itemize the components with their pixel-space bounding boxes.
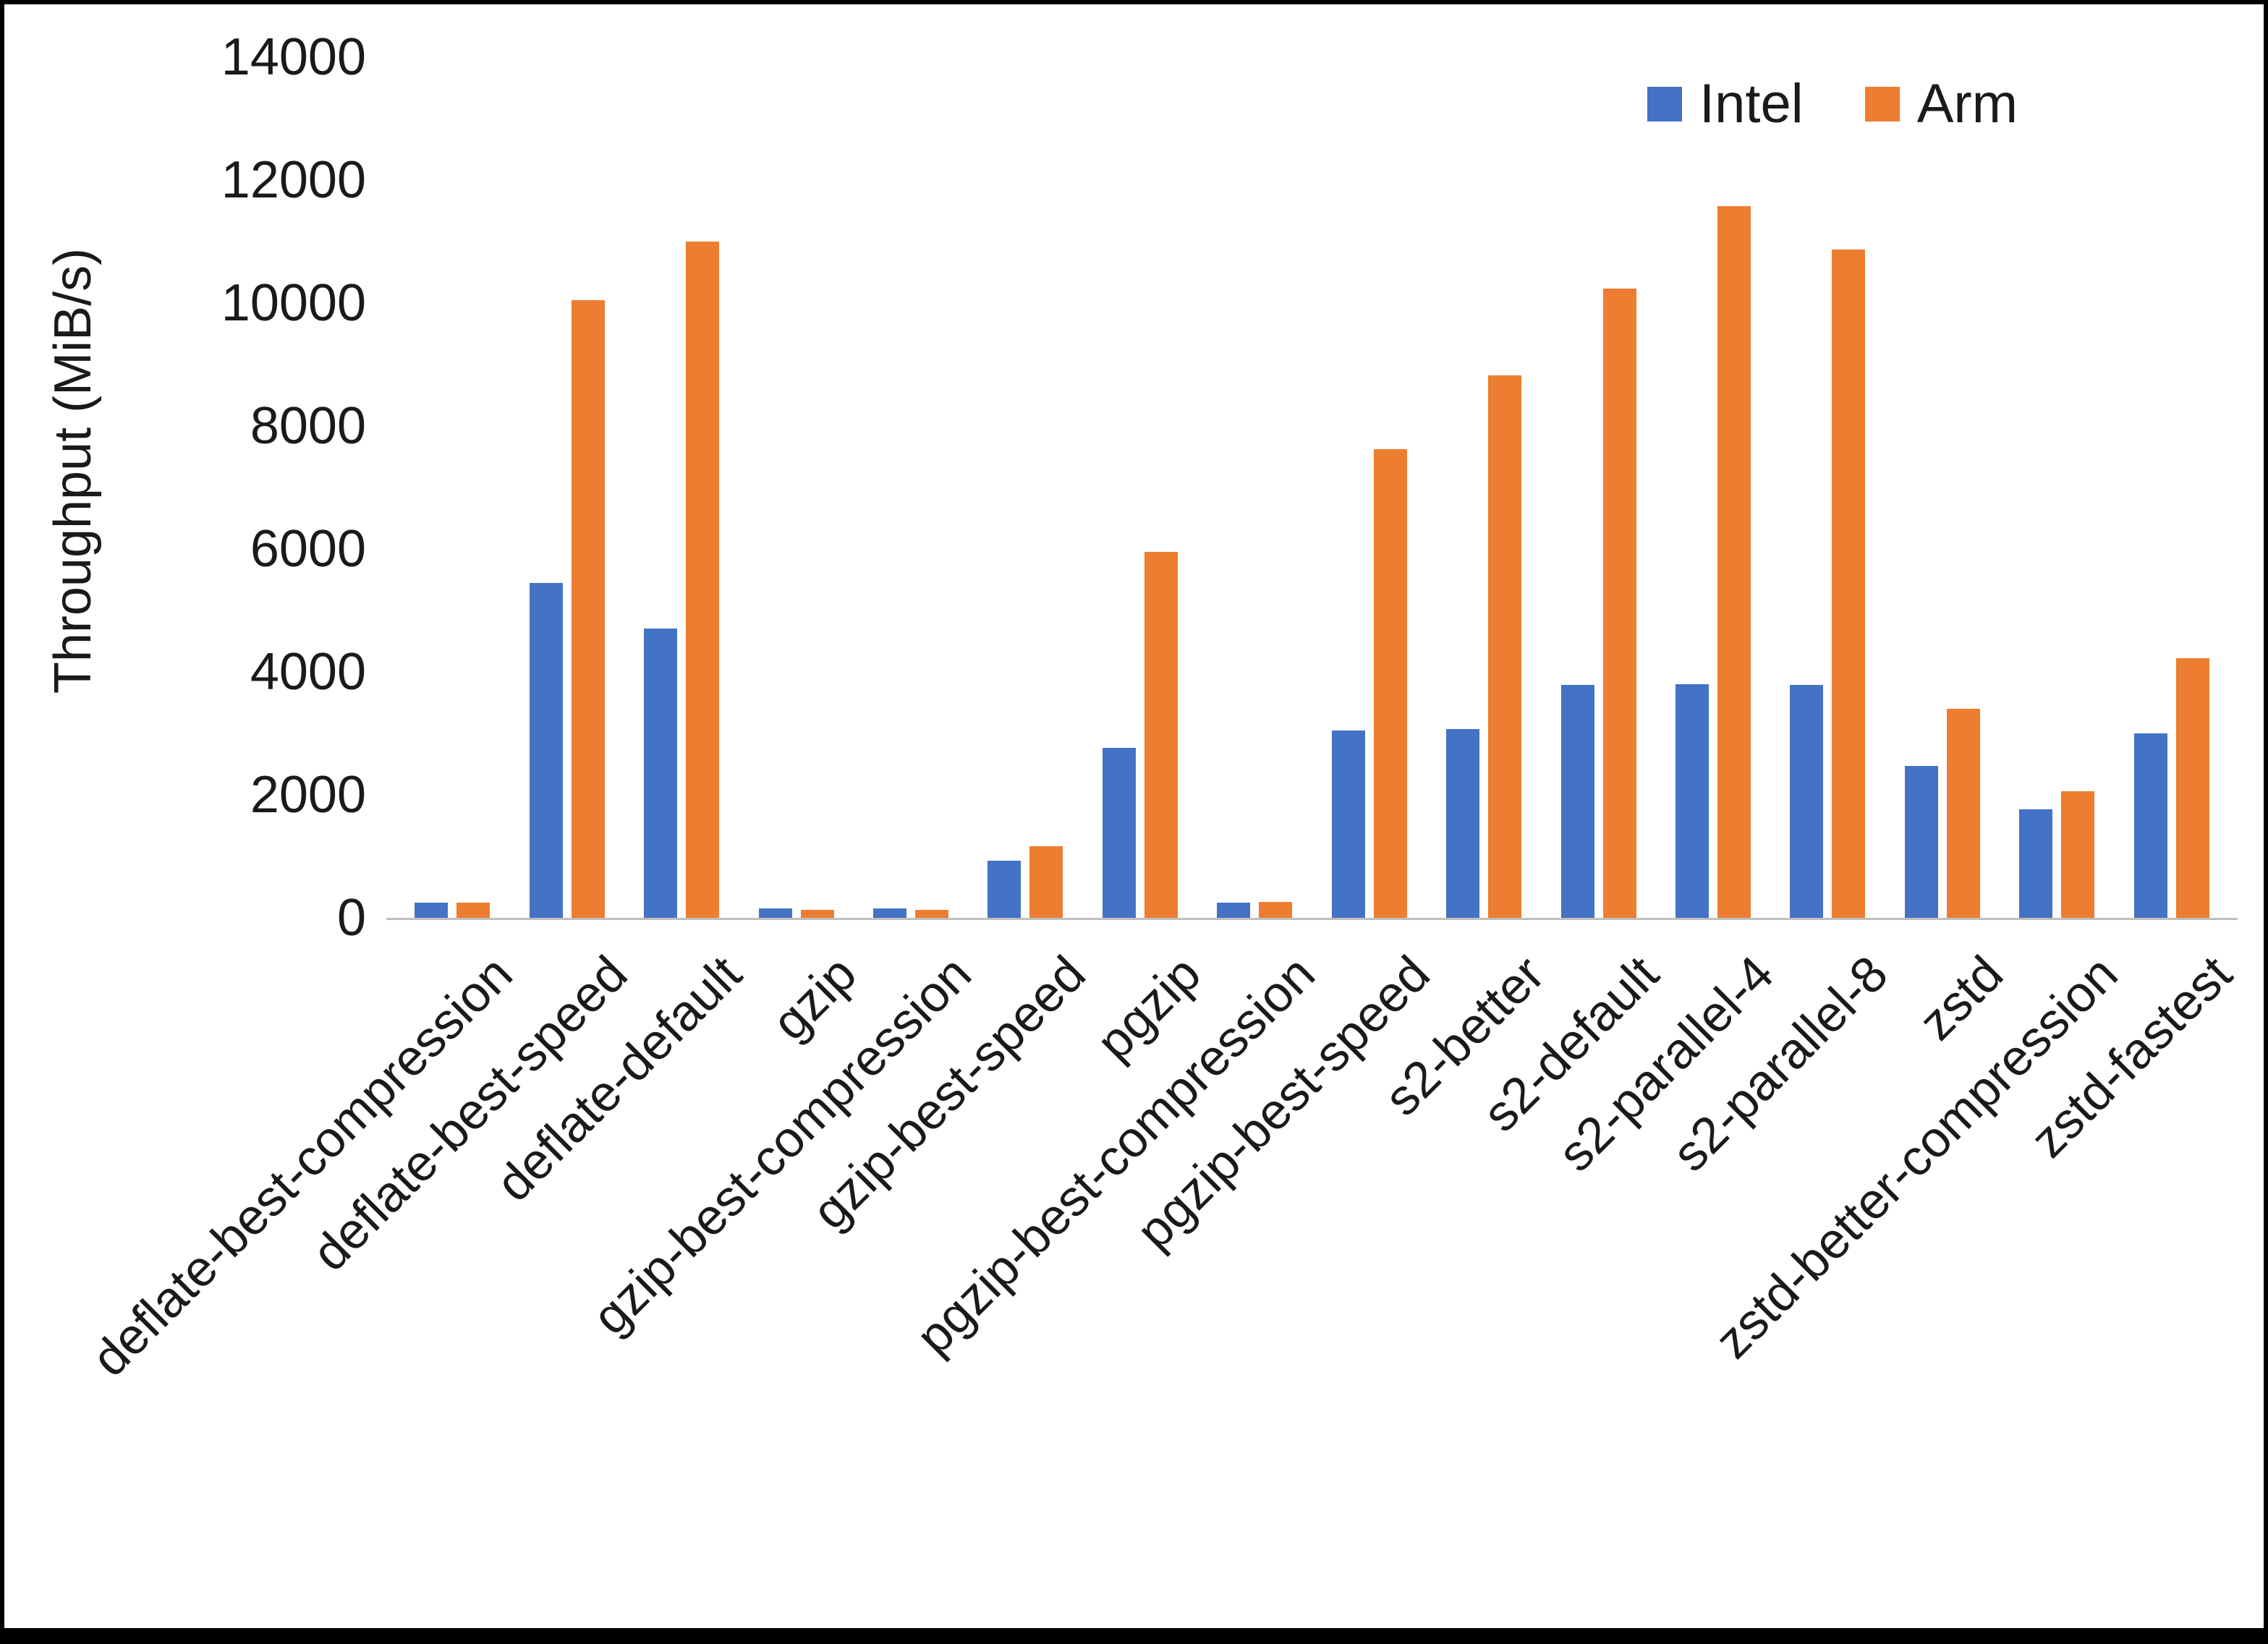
bar-intel <box>1790 685 1824 918</box>
x-axis-line <box>386 918 2238 920</box>
legend-swatch-intel <box>1647 87 1683 122</box>
bar-intel <box>1217 903 1251 918</box>
bar-intel <box>1560 685 1594 918</box>
bar-intel <box>415 903 449 918</box>
bar-intel <box>1675 684 1710 918</box>
bar-arm <box>571 300 605 918</box>
bar-arm <box>686 242 720 918</box>
bar-intel <box>758 908 792 918</box>
bar-intel <box>1904 766 1938 918</box>
bar-arm <box>456 903 490 918</box>
bar-arm <box>914 910 948 918</box>
bar-arm <box>2175 658 2209 918</box>
bar-arm <box>1259 902 1293 918</box>
bar-intel <box>872 908 906 918</box>
bar-intel <box>1331 731 1365 918</box>
legend-entry-intel: Intel <box>1647 75 1804 133</box>
legend-label-arm: Arm <box>1916 73 2018 135</box>
y-tick-label: 4000 <box>250 643 366 701</box>
bar-arm <box>1832 250 1866 918</box>
y-tick-label: 14000 <box>221 28 366 86</box>
bar-arm <box>1946 709 1980 918</box>
bar-arm <box>1488 375 1522 918</box>
y-tick-label: 10000 <box>221 274 366 332</box>
legend: Intel Arm <box>1647 75 2018 133</box>
bar-intel <box>1446 729 1480 918</box>
bar-chart: Throughput (MiB/s) 0 2000 4000 6000 8000 1000… <box>4 4 2264 1628</box>
y-tick-label: 8000 <box>250 397 366 455</box>
y-tick-label: 6000 <box>250 520 366 578</box>
bar-arm <box>1373 449 1407 918</box>
bar-arm <box>1029 846 1063 918</box>
bar-intel <box>644 629 678 918</box>
bar-intel <box>529 583 563 918</box>
bar-arm <box>1144 552 1178 918</box>
legend-entry-arm: Arm <box>1864 73 2018 135</box>
legend-swatch-arm <box>1864 87 1900 122</box>
bar-intel <box>988 861 1022 918</box>
bar-arm <box>2061 791 2095 918</box>
bar-arm <box>800 910 834 918</box>
legend-label-intel: Intel <box>1699 73 1804 135</box>
bar-intel <box>1102 748 1136 918</box>
bar-intel <box>2019 809 2053 918</box>
y-tick-label: 0 <box>336 889 366 947</box>
y-tick-label: 12000 <box>221 151 366 209</box>
bar-arm <box>1717 206 1751 918</box>
y-tick-label: 2000 <box>250 766 366 824</box>
bar-arm <box>1602 289 1636 918</box>
bar-intel <box>2133 733 2167 918</box>
